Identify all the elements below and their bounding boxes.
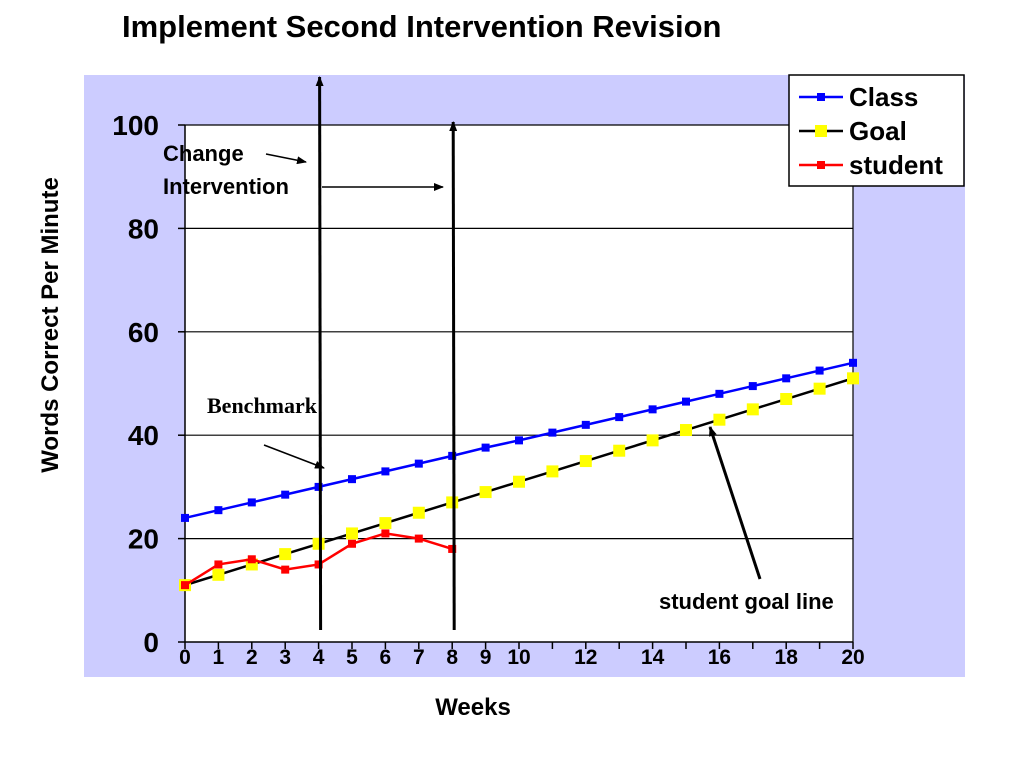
x-tick-label-1: 1 [213,646,225,669]
x-tick-label-8: 8 [446,646,458,669]
point-goal-16 [713,413,726,426]
point-student-2 [247,555,256,564]
x-tick-label-14: 14 [641,646,665,669]
point-class-17 [748,382,757,391]
chart-title: Implement Second Intervention Revision [122,9,721,44]
y-tick-label-40: 40 [128,420,159,451]
legend-label-student: student [849,150,943,180]
legend-marker-goal [815,125,827,137]
x-tick-label-5: 5 [346,646,358,669]
gridlines [185,124,853,540]
annotation-arrow-change [265,153,307,165]
x-tick-label-3: 3 [279,646,291,669]
point-class-20 [849,358,857,367]
annotation-arrow-goal-line [708,426,762,580]
y-tick-label-80: 80 [128,213,159,244]
point-student-6 [381,529,390,538]
point-class-3 [281,490,290,499]
point-class-19 [815,366,824,375]
y-tick-labels: 0 20 40 60 80 100 [112,110,159,658]
point-student-5 [348,539,356,548]
point-goal-3 [279,548,292,561]
y-tick-label-100: 100 [112,110,159,141]
point-student-3 [281,565,290,574]
point-class-2 [247,498,256,507]
intervention-lines [315,76,458,631]
point-goal-9 [479,486,492,499]
point-class-13 [615,413,624,422]
point-class-4 [314,482,323,491]
x-tick-label-12: 12 [574,646,597,669]
x-tick-label-4: 4 [313,646,325,669]
point-class-9 [481,443,490,452]
point-goal-15 [680,424,692,437]
annotation-goal-line: student goal line [659,589,834,614]
intervention-line-week-4 [315,76,324,631]
x-tick-label-7: 7 [413,646,425,669]
point-goal-19 [813,382,826,395]
point-goal-18 [780,393,793,406]
point-class-6 [381,467,390,476]
point-goal-6 [379,517,392,530]
point-class-1 [214,506,223,515]
point-class-5 [348,475,356,484]
point-class-16 [715,389,724,398]
x-tick-label-9: 9 [480,646,492,669]
point-goal-10 [513,475,525,488]
point-class-15 [682,397,690,406]
point-goal-5 [346,527,358,540]
series-student [181,529,457,590]
x-tick-labels: 0 1 2 3 4 5 6 7 8 9 10 12 14 16 18 20 [179,646,865,669]
point-class-11 [548,428,557,437]
legend-marker-student [817,161,825,169]
point-goal-8 [446,496,459,509]
point-goal-2 [245,558,258,571]
intervention-line-week-8 [449,121,458,631]
annotation-benchmark: Benchmark [207,393,318,418]
annotation-intervention: Intervention [163,174,289,199]
point-goal-14 [646,434,659,447]
point-goal-1 [212,568,225,581]
point-class-14 [648,405,657,414]
point-class-10 [515,436,523,445]
x-tick-label-20: 20 [841,646,864,669]
x-tick-label-16: 16 [708,646,731,669]
point-class-18 [782,374,791,383]
point-class-8 [448,451,457,460]
legend-label-class: Class [849,82,918,112]
point-student-8 [448,544,457,553]
point-class-12 [581,420,590,429]
point-class-0 [181,513,189,522]
y-tick-label-20: 20 [128,524,159,555]
legend-label-goal: Goal [849,116,907,146]
point-class-7 [414,459,423,468]
point-goal-4 [312,537,325,550]
legend: Class Goal student [788,74,965,187]
annotation-change: Change [163,141,244,166]
point-student-0 [181,581,189,590]
point-student-7 [414,534,423,543]
point-student-4 [314,560,323,569]
point-goal-11 [546,465,559,478]
point-student-1 [214,560,223,569]
y-tick-label-0: 0 [143,627,159,658]
series-class [181,358,857,522]
point-goal-17 [746,403,759,416]
point-goal-12 [579,455,592,468]
x-tick-label-18: 18 [775,646,799,669]
x-axis-label: Weeks [435,694,511,721]
x-tick-label-0: 0 [179,646,191,669]
point-goal-7 [412,506,425,519]
x-tick-label-10: 10 [507,646,530,669]
y-axis-label: Words Correct Per Minute [37,177,64,473]
x-tick-label-6: 6 [380,646,392,669]
annotation-arrow-benchmark [263,444,325,469]
x-tick-label-2: 2 [246,646,258,669]
y-tick-label-60: 60 [128,317,159,348]
plot-area [185,125,853,642]
point-goal-13 [613,444,626,457]
legend-marker-class [817,93,825,101]
point-goal-20 [847,372,859,385]
